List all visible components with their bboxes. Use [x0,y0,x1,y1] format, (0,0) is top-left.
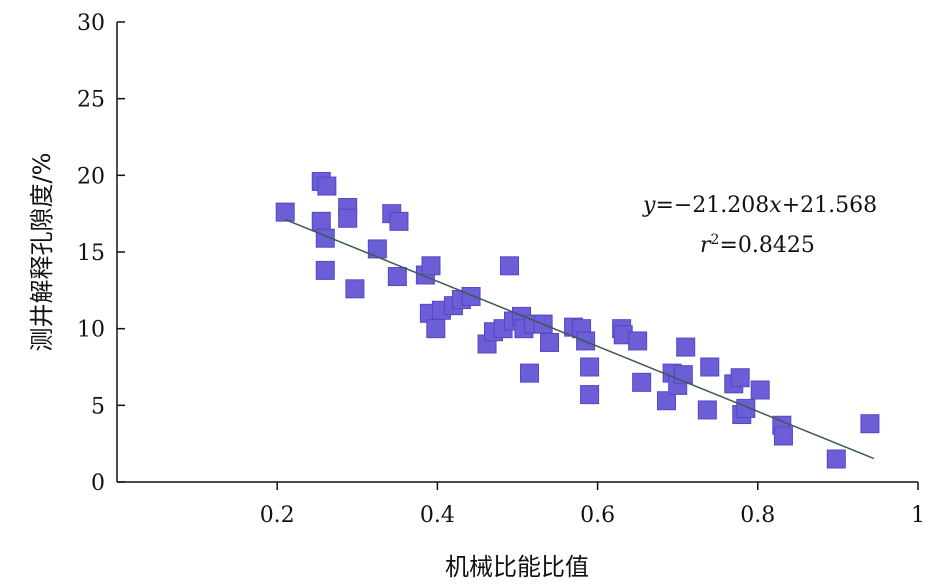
data-point [580,385,600,405]
data-point [311,211,331,231]
data-point [730,368,750,388]
eq-part1: =−21.208 [655,193,769,218]
y-tick-label: 15 [77,241,105,266]
data-point [315,260,335,280]
x-tick-label: 0.6 [580,503,615,528]
data-point [826,449,846,469]
data-point [520,363,540,383]
x-tick-label: 0.2 [260,503,295,528]
regression-annotation: y=−21.208x+21.568 r2=0.8425 [642,193,877,258]
data-point [275,202,295,222]
r2-r: r [700,233,712,258]
x-tick-label: 0.8 [740,503,775,528]
data-point [700,357,720,377]
data-point [387,267,407,287]
data-point [421,256,441,276]
y-tick-label: 5 [91,394,105,419]
y-axis-title: 测井解释孔隙度/% [28,153,56,352]
data-point [389,211,409,231]
regression-equation: y=−21.208x+21.568 [642,193,877,218]
y-tick-label: 0 [91,471,105,496]
y-tick-label: 20 [77,164,105,189]
data-point [860,414,880,434]
y-tick-label: 30 [77,11,105,36]
data-point [628,331,648,351]
data-point [656,391,676,411]
eq-x: x [769,193,782,218]
eq-part2: +21.568 [782,193,877,218]
data-point [540,332,560,352]
data-points [275,171,880,469]
x-tick-label: 0.4 [420,503,455,528]
data-point [632,372,652,392]
trendline [284,218,875,460]
data-point [426,319,446,339]
data-point [580,357,600,377]
r2-value: =0.8425 [719,233,814,258]
data-point [461,286,481,306]
ticks: 0 5 10 15 20 25 30 0.2 0.4 0.6 0.8 1 [77,11,925,528]
data-point [345,279,365,299]
data-point [317,176,337,196]
data-point [676,337,696,357]
x-tick-label: 1 [911,503,925,528]
data-point [773,426,793,446]
y-tick-label: 10 [77,318,105,343]
x-axis-title: 机械比能比值 [445,553,589,581]
eq-y: y [642,193,656,218]
data-point [499,256,519,276]
data-point [750,380,770,400]
r-squared: r2=0.8425 [700,232,815,258]
data-point [367,239,387,259]
data-point [697,400,717,420]
data-point [338,208,358,228]
data-point [736,398,756,418]
y-tick-label: 25 [77,88,105,113]
trendline-group [284,218,875,460]
r2-exp: 2 [711,232,720,248]
